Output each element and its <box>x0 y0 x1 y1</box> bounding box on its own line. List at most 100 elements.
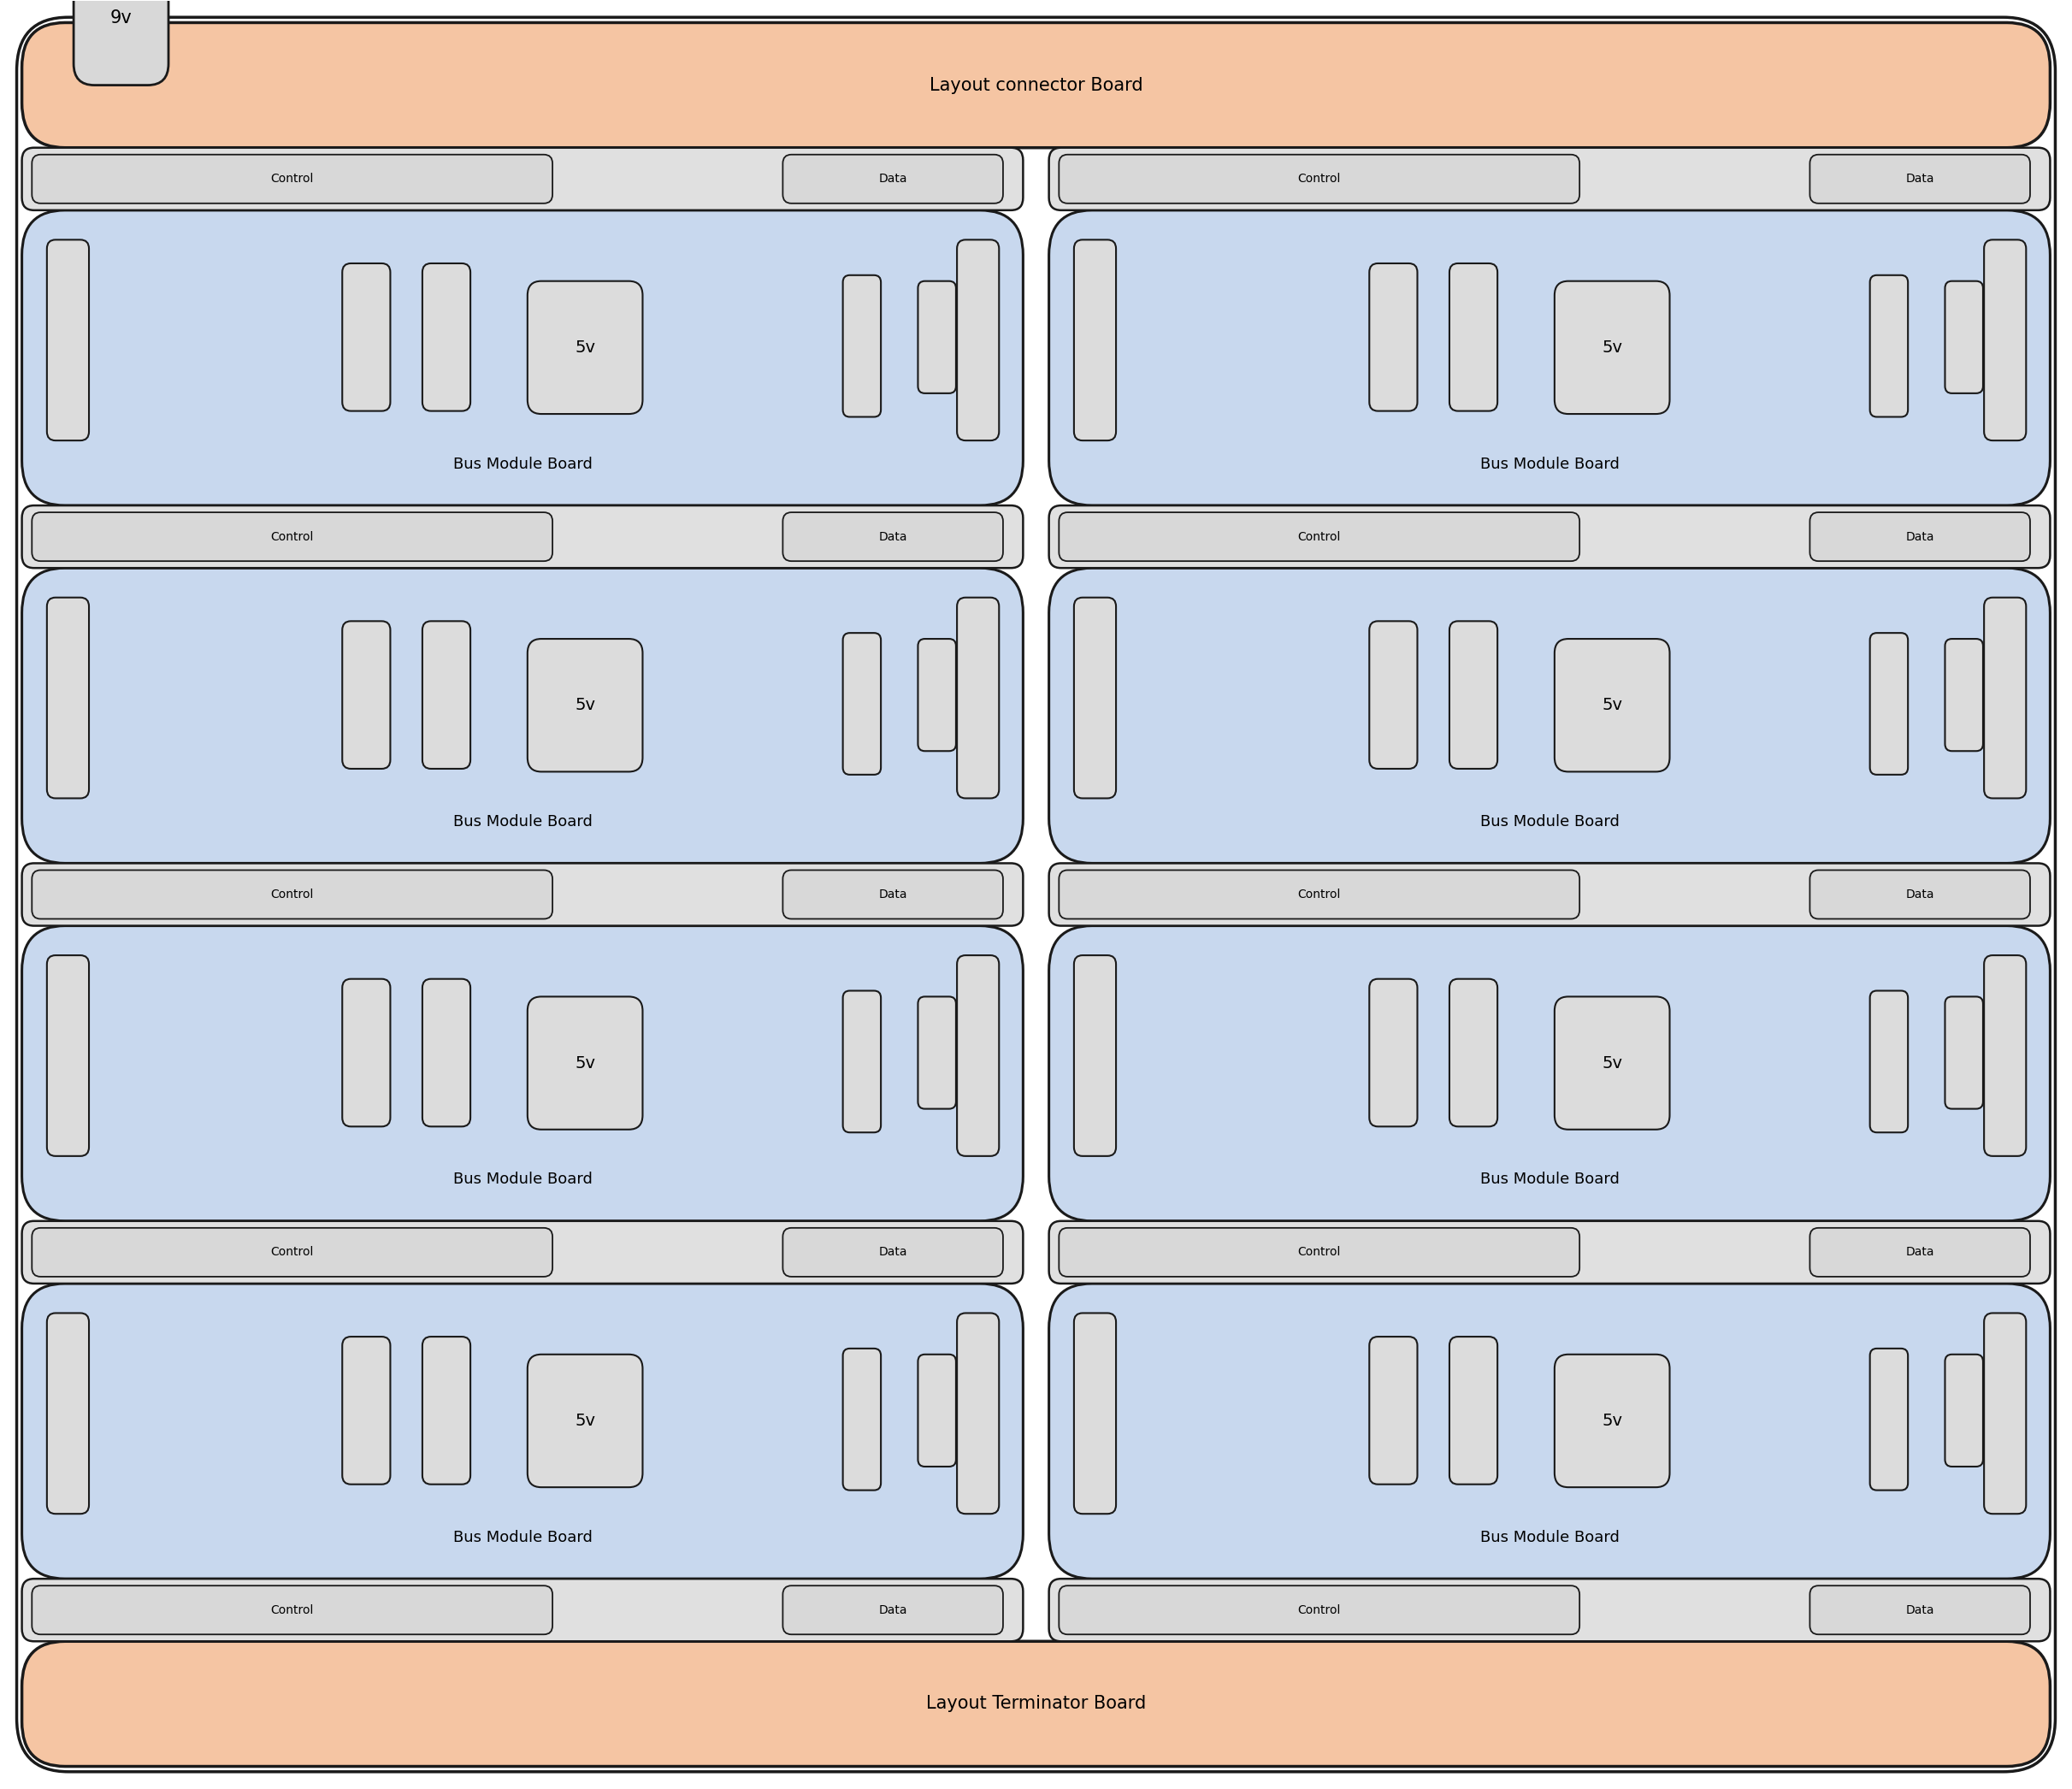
FancyBboxPatch shape <box>1809 869 2031 920</box>
FancyBboxPatch shape <box>23 506 1024 567</box>
Text: Control: Control <box>271 889 313 900</box>
FancyBboxPatch shape <box>1370 979 1417 1127</box>
FancyBboxPatch shape <box>1869 633 1908 775</box>
FancyBboxPatch shape <box>1554 639 1670 771</box>
FancyBboxPatch shape <box>23 148 1024 211</box>
FancyBboxPatch shape <box>23 567 1024 864</box>
FancyBboxPatch shape <box>1450 1336 1498 1485</box>
FancyBboxPatch shape <box>918 996 955 1109</box>
FancyBboxPatch shape <box>843 1349 881 1490</box>
Text: 5v: 5v <box>1602 340 1622 356</box>
FancyBboxPatch shape <box>1554 996 1670 1129</box>
Text: Data: Data <box>1906 1247 1935 1258</box>
Text: Control: Control <box>1297 889 1341 900</box>
FancyBboxPatch shape <box>1048 1283 2049 1578</box>
FancyBboxPatch shape <box>528 281 642 413</box>
FancyBboxPatch shape <box>17 18 2055 1771</box>
FancyBboxPatch shape <box>918 281 955 394</box>
Text: Bus Module Board: Bus Module Board <box>1479 1530 1618 1546</box>
FancyBboxPatch shape <box>528 1354 642 1487</box>
FancyBboxPatch shape <box>1048 1578 2049 1641</box>
FancyBboxPatch shape <box>1073 955 1117 1156</box>
FancyBboxPatch shape <box>1809 1227 2031 1277</box>
Text: 9v: 9v <box>110 9 133 27</box>
FancyBboxPatch shape <box>23 864 1024 925</box>
Text: Bus Module Board: Bus Module Board <box>1479 456 1618 472</box>
Text: Bus Module Board: Bus Module Board <box>1479 1172 1618 1188</box>
FancyBboxPatch shape <box>1059 869 1579 920</box>
FancyBboxPatch shape <box>23 211 1024 506</box>
FancyBboxPatch shape <box>1554 1354 1670 1487</box>
FancyBboxPatch shape <box>31 512 553 562</box>
FancyBboxPatch shape <box>783 512 1003 562</box>
Text: Data: Data <box>1906 174 1935 184</box>
Text: Control: Control <box>1297 1247 1341 1258</box>
Text: Data: Data <box>1906 889 1935 900</box>
Text: Data: Data <box>1906 531 1935 542</box>
FancyBboxPatch shape <box>918 1354 955 1467</box>
Text: Data: Data <box>1906 1605 1935 1615</box>
FancyBboxPatch shape <box>1946 996 1983 1109</box>
FancyBboxPatch shape <box>23 1641 2049 1766</box>
FancyBboxPatch shape <box>31 1585 553 1635</box>
FancyBboxPatch shape <box>783 869 1003 920</box>
Text: Control: Control <box>1297 1605 1341 1615</box>
FancyBboxPatch shape <box>783 154 1003 204</box>
Text: Bus Module Board: Bus Module Board <box>454 456 593 472</box>
FancyBboxPatch shape <box>342 263 390 411</box>
FancyBboxPatch shape <box>1450 979 1498 1127</box>
Text: 5v: 5v <box>1602 698 1622 714</box>
FancyBboxPatch shape <box>48 598 89 798</box>
FancyBboxPatch shape <box>48 955 89 1156</box>
FancyBboxPatch shape <box>1370 263 1417 411</box>
FancyBboxPatch shape <box>342 621 390 769</box>
FancyBboxPatch shape <box>1048 1222 2049 1283</box>
FancyBboxPatch shape <box>48 240 89 440</box>
FancyBboxPatch shape <box>23 1222 1024 1283</box>
FancyBboxPatch shape <box>918 639 955 751</box>
FancyBboxPatch shape <box>1985 598 2026 798</box>
Text: Control: Control <box>271 174 313 184</box>
FancyBboxPatch shape <box>423 621 470 769</box>
Text: Data: Data <box>879 1605 908 1615</box>
FancyBboxPatch shape <box>423 979 470 1127</box>
FancyBboxPatch shape <box>1946 1354 1983 1467</box>
FancyBboxPatch shape <box>528 996 642 1129</box>
FancyBboxPatch shape <box>1370 1336 1417 1485</box>
Text: Layout Terminator Board: Layout Terminator Board <box>926 1696 1146 1712</box>
Text: Control: Control <box>1297 174 1341 184</box>
FancyBboxPatch shape <box>23 925 1024 1222</box>
FancyBboxPatch shape <box>1048 567 2049 864</box>
FancyBboxPatch shape <box>1985 240 2026 440</box>
FancyBboxPatch shape <box>1809 154 2031 204</box>
FancyBboxPatch shape <box>1059 1585 1579 1635</box>
FancyBboxPatch shape <box>23 1578 1024 1641</box>
FancyBboxPatch shape <box>843 633 881 775</box>
FancyBboxPatch shape <box>1809 512 2031 562</box>
Text: Bus Module Board: Bus Module Board <box>454 814 593 830</box>
FancyBboxPatch shape <box>31 154 553 204</box>
FancyBboxPatch shape <box>957 240 999 440</box>
Text: 5v: 5v <box>574 698 595 714</box>
Text: 5v: 5v <box>574 1056 595 1072</box>
FancyBboxPatch shape <box>1450 621 1498 769</box>
Text: Bus Module Board: Bus Module Board <box>454 1172 593 1188</box>
FancyBboxPatch shape <box>1554 281 1670 413</box>
Text: Control: Control <box>271 531 313 542</box>
FancyBboxPatch shape <box>957 1313 999 1513</box>
FancyBboxPatch shape <box>1869 991 1908 1132</box>
FancyBboxPatch shape <box>342 1336 390 1485</box>
FancyBboxPatch shape <box>1059 1227 1579 1277</box>
Text: Bus Module Board: Bus Module Board <box>454 1530 593 1546</box>
Text: 5v: 5v <box>1602 1056 1622 1072</box>
FancyBboxPatch shape <box>1048 506 2049 567</box>
FancyBboxPatch shape <box>783 1227 1003 1277</box>
FancyBboxPatch shape <box>423 1336 470 1485</box>
FancyBboxPatch shape <box>31 1227 553 1277</box>
FancyBboxPatch shape <box>1048 864 2049 925</box>
FancyBboxPatch shape <box>843 276 881 417</box>
Text: Control: Control <box>271 1247 313 1258</box>
FancyBboxPatch shape <box>1048 148 2049 211</box>
FancyBboxPatch shape <box>23 1283 1024 1578</box>
FancyBboxPatch shape <box>1059 154 1579 204</box>
